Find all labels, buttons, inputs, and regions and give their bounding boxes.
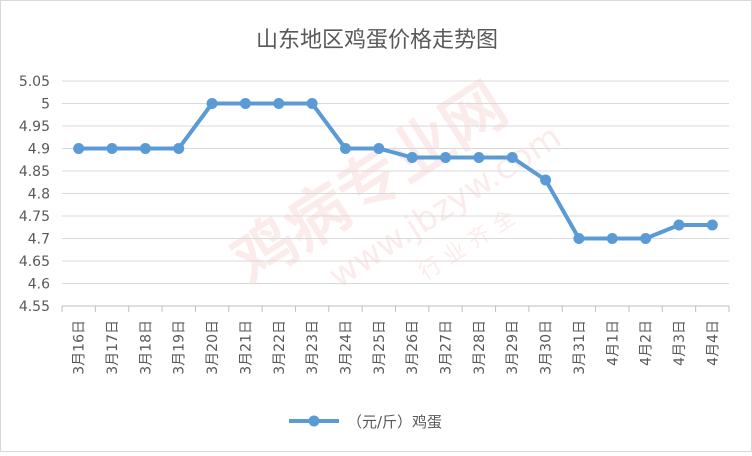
data-point [640, 233, 652, 244]
x-tick-label: 3月26日 [405, 320, 421, 375]
data-point [440, 152, 452, 163]
x-tick-label: 3月24日 [338, 320, 354, 375]
data-point [473, 152, 485, 163]
y-tick-label: 4.65 [19, 254, 50, 270]
x-tick-label: 3月23日 [305, 320, 321, 375]
x-tick-label: 3月28日 [472, 320, 488, 375]
legend: （元/斤）鸡蛋 [289, 413, 442, 431]
x-axis-ticks: 3月16日 3月17日 3月18日 3月19日 3月20日 3月21日 3月22日 3月23日… [72, 320, 722, 375]
data-point [306, 98, 318, 109]
data-point [273, 98, 285, 109]
data-point [606, 233, 618, 244]
x-tick-label: 3月22日 [272, 320, 288, 375]
data-point [139, 143, 151, 154]
data-point [673, 219, 685, 231]
y-tick-label: 4.6 [28, 277, 50, 293]
data-point [506, 152, 518, 163]
grid [61, 80, 730, 312]
series-layer [73, 98, 718, 244]
x-tick-label: 4月1日 [605, 320, 621, 366]
x-tick-label: 3月27日 [439, 320, 455, 375]
series-line [78, 101, 713, 241]
x-tick-label: 3月19日 [172, 320, 188, 375]
x-tick-label: 3月18日 [138, 320, 154, 375]
data-point [573, 233, 585, 244]
y-tick-label: 4.7 [28, 232, 50, 248]
data-point [540, 174, 552, 186]
data-point [406, 152, 418, 163]
data-point [73, 143, 85, 154]
y-axis-ticks: 5.05 5 4.95 4.9 4.85 4.8 4.75 4.7 4.65 4.6 4.55 [19, 74, 50, 315]
y-tick-label: 4.95 [19, 119, 50, 135]
y-tick-label: 4.85 [19, 164, 50, 180]
y-tick-label: 4.75 [19, 209, 50, 225]
x-tick-label: 4月2日 [639, 320, 655, 366]
data-point [106, 143, 118, 154]
legend-marker [308, 415, 320, 427]
y-tick-label: 4.8 [28, 187, 50, 203]
x-tick-label: 3月21日 [238, 320, 254, 375]
x-tick-label: 3月16日 [72, 320, 88, 375]
data-point [173, 143, 185, 154]
y-tick-label: 4.55 [19, 299, 50, 315]
x-tick-label: 3月29日 [505, 320, 521, 375]
x-tick-label: 3月30日 [539, 320, 555, 375]
y-tick-label: 4.9 [28, 142, 50, 158]
x-tick-label: 4月4日 [705, 320, 721, 366]
data-point [239, 98, 251, 109]
y-tick-label: 5.05 [19, 74, 50, 90]
x-tick-label: 3月20日 [205, 320, 221, 375]
legend-label: （元/斤）鸡蛋 [347, 413, 442, 431]
x-tick-label: 3月17日 [105, 320, 121, 375]
x-tick-label: 4月3日 [672, 320, 688, 366]
data-point [373, 143, 385, 154]
y-tick-label: 5 [41, 97, 50, 113]
data-point [706, 219, 718, 231]
data-point [206, 98, 218, 109]
chart-title: 山东地区鸡蛋价格走势图 [256, 28, 498, 53]
x-tick-label: 3月31日 [572, 320, 588, 375]
x-tick-label: 3月25日 [372, 320, 388, 375]
data-point [339, 143, 351, 154]
